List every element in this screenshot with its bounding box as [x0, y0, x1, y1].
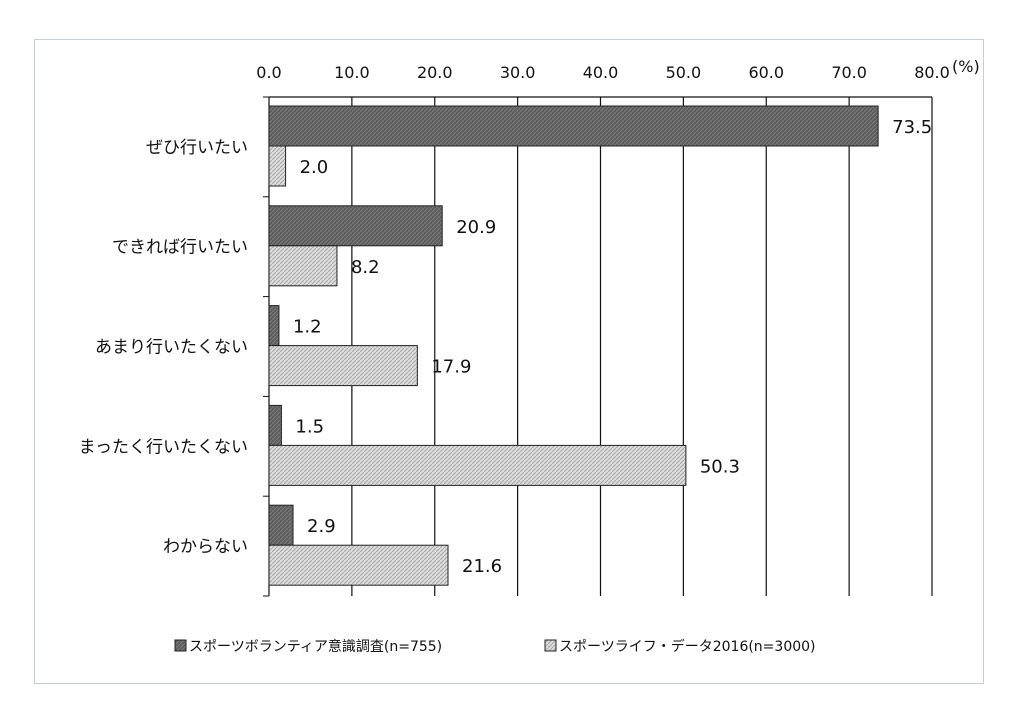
- category-label: まったく行いたくない: [79, 437, 248, 457]
- data-labels: 73.5 2.0 20.9 8.2 1.2 17.9 1.5 50.3 2.9 21.6: [293, 117, 932, 577]
- bar-series-1: [268, 404, 282, 446]
- x-tick-label: 30.0: [500, 63, 536, 82]
- x-tick-label: 80.0: [914, 63, 950, 82]
- bar-series-1: [268, 205, 443, 247]
- bar-series-2: [268, 444, 687, 486]
- x-tick-label: 20.0: [417, 63, 453, 82]
- data-label: 50.3: [700, 456, 740, 477]
- x-tick-label: 50.0: [666, 63, 702, 82]
- data-label: 8.2: [351, 257, 380, 278]
- category-label: ぜひ行いたい: [146, 138, 248, 158]
- data-label: 2.0: [300, 157, 329, 178]
- category-label: あまり行いたくない: [95, 338, 248, 358]
- x-tick-label: 70.0: [831, 63, 867, 82]
- category-label: できれば行いたい: [112, 238, 248, 258]
- data-label: 1.2: [293, 317, 322, 338]
- bars: [268, 105, 879, 586]
- data-label: 2.9: [307, 516, 336, 537]
- category-label: わからない: [163, 537, 248, 557]
- data-label: 20.9: [456, 217, 496, 238]
- legend: スポーツボランティア意識調査(n=755) スポーツライフ・データ2016(n=…: [174, 638, 816, 655]
- bar-series-1: [268, 105, 879, 147]
- x-tick-label: 0.0: [256, 63, 281, 82]
- bar-series-2: [268, 544, 449, 586]
- legend-swatch-series-1: [174, 639, 187, 652]
- bar-series-2: [268, 145, 287, 187]
- data-label: 1.5: [295, 416, 324, 437]
- legend-label-series-1: スポーツボランティア意識調査(n=755): [189, 638, 442, 655]
- legend-swatch-series-2: [544, 639, 557, 652]
- bar-series-1: [268, 504, 294, 546]
- chart-frame: [34, 39, 984, 684]
- x-tick-label: 60.0: [748, 63, 784, 82]
- bar-series-1: [268, 305, 280, 347]
- x-axis: (%) 0.0 10.0 20.0 30.0 40.0 50.0 60.0 70.0 80.0: [256, 57, 979, 82]
- x-tick-label: 40.0: [583, 63, 619, 82]
- legend-label-series-2: スポーツライフ・データ2016(n=3000): [559, 638, 816, 655]
- bar-series-2: [268, 345, 418, 387]
- x-axis-unit: (%): [952, 57, 980, 76]
- data-label: 73.5: [892, 117, 932, 138]
- data-label: 17.9: [431, 357, 471, 378]
- x-tick-label: 10.0: [334, 63, 370, 82]
- bar-series-2: [268, 245, 338, 287]
- data-label: 21.6: [462, 556, 502, 577]
